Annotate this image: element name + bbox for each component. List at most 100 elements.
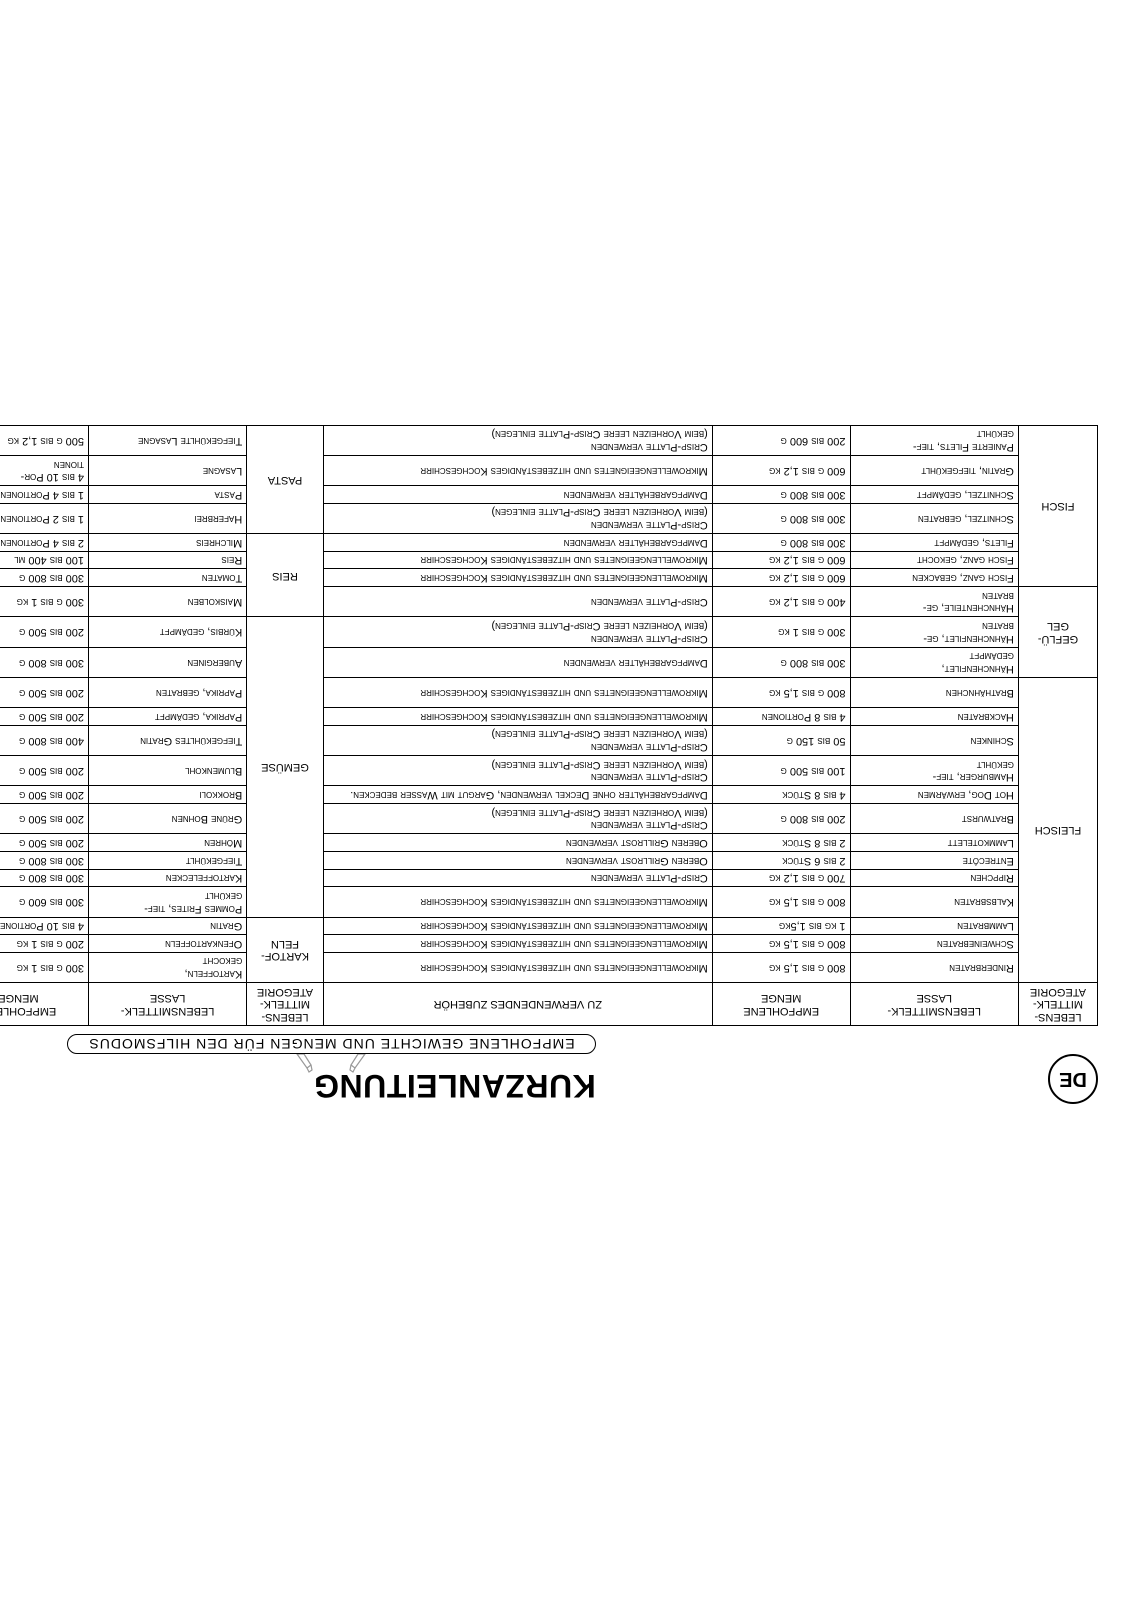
item-cell: Lammbraten xyxy=(850,917,1018,935)
data-row: Kalbsbraten800 g bis 1,5 kgMikrowellenge… xyxy=(0,887,1098,917)
acc-cell: Mikrowellengeeignetes und hitzebeständig… xyxy=(323,551,712,569)
qty-cell: 300 bis 800 g xyxy=(0,647,89,677)
qty-cell: 1 bis 2 Portionen xyxy=(0,503,89,533)
item-cell: Kürbis, gedämpft xyxy=(89,617,247,647)
item-cell: Rinderbraten xyxy=(850,952,1018,982)
qty-cell: 200 bis 500 g xyxy=(0,677,89,707)
subtitle-text: EMPFOHLENE GEWICHTE UND MENGEN FÜR DEN H… xyxy=(67,1034,595,1054)
qty-cell: 800 g bis 1,5 kg xyxy=(712,952,850,982)
item-cell: Grüne Bohnen xyxy=(89,804,247,834)
qty-cell: 500 g bis 1,2 kg xyxy=(0,425,89,455)
data-row: Hamburger, tief-gekühlt100 bis 500 gCris… xyxy=(0,756,1098,786)
acc-cell: Oberen Grillrost verwenden xyxy=(323,834,712,852)
item-cell: Rippchen xyxy=(850,869,1018,887)
data-row: Hackbraten4 bis 8 PortionenMikrowellenge… xyxy=(0,708,1098,726)
hdr-acc-l: ZU VERWENDENDES ZUBEHÖR xyxy=(323,983,712,1026)
item-cell: Gratin, tiefgekühlt xyxy=(850,455,1018,485)
acc-cell: Crisp-Platte verwenden xyxy=(323,587,712,617)
data-row: Hot Dog, erwärmen4 bis 8 StückDampfgarbe… xyxy=(0,786,1098,804)
item-cell: Hähnchenfilet, ge-braten xyxy=(850,617,1018,647)
qty-cell: 100 bis 400 ml xyxy=(0,551,89,569)
subtitle: EMPFOHLENE GEWICHTE UND MENGEN FÜR DEN H… xyxy=(0,1034,1098,1054)
item-cell: Ofenkartoffeln xyxy=(89,935,247,953)
item-cell: Lasagne xyxy=(89,455,247,485)
qty-cell: 300 bis 600 g xyxy=(0,887,89,917)
qty-cell: 800 g bis 1,5 kg xyxy=(712,935,850,953)
item-cell: Kalbsbraten xyxy=(850,887,1018,917)
acc-cell: Mikrowellengeeignetes und hitzebeständig… xyxy=(323,708,712,726)
item-cell: Schnitzel, gebraten xyxy=(850,503,1018,533)
qty-cell: 200 g bis 1 kg xyxy=(0,935,89,953)
acc-cell: Crisp-Platte verwenden(beim Vorheizen le… xyxy=(323,804,712,834)
qty-cell: 200 bis 800 g xyxy=(712,804,850,834)
qty-cell: 200 bis 500 g xyxy=(0,804,89,834)
item-cell: Pasta xyxy=(89,486,247,504)
acc-cell: Mikrowellengeeignetes und hitzebeständig… xyxy=(323,917,712,935)
qty-cell: 600 g bis 1,2 kg xyxy=(712,455,850,485)
data-row: Filets, gedämpft300 bis 800 gDampfgarbeh… xyxy=(0,534,1098,552)
acc-cell: Crisp-Platte verwenden(beim Vorheizen le… xyxy=(323,503,712,533)
qty-cell: 400 bis 800 g xyxy=(0,725,89,755)
qty-cell: 800 g bis 1,5 kg xyxy=(712,677,850,707)
qty-cell: 700 g bis 1,2 kg xyxy=(712,869,850,887)
data-row: Rippchen700 g bis 1,2 kgCrisp-Platte ver… xyxy=(0,869,1098,887)
qty-cell: 2 bis 8 Stück xyxy=(712,834,850,852)
qty-cell: 200 bis 500 g xyxy=(0,617,89,647)
item-cell: Brokkoli xyxy=(89,786,247,804)
item-cell: Schnitzel, gedämpft xyxy=(850,486,1018,504)
item-cell: Milchreis xyxy=(89,534,247,552)
qty-cell: 300 bis 800 g xyxy=(712,503,850,533)
acc-cell: Mikrowellengeeignetes und hitzebeständig… xyxy=(323,677,712,707)
qty-cell: 600 g bis 1,2 kg xyxy=(712,569,850,587)
data-row: Fisch ganz, gekocht600 g bis 1,2 kgMikro… xyxy=(0,551,1098,569)
data-row: Schnitzel, gedämpft300 bis 800 gDampfgar… xyxy=(0,486,1098,504)
acc-cell: Dampfgarbehälter verwenden xyxy=(323,486,712,504)
category-cell: REIS xyxy=(247,534,324,617)
data-row: Schweinebraten800 g bis 1,5 kgMikrowelle… xyxy=(0,935,1098,953)
qty-cell: 4 bis 8 Stück xyxy=(712,786,850,804)
acc-cell: Dampfgarbehälter verwenden xyxy=(323,647,712,677)
item-cell: Fisch ganz, gekocht xyxy=(850,551,1018,569)
data-row: Lammkotelett2 bis 8 StückOberen Grillros… xyxy=(0,834,1098,852)
hdr-qty-l: EMPFOHLENEMENGE xyxy=(712,983,850,1026)
data-row: Schinken50 bis 150 gCrisp-Platte verwend… xyxy=(0,725,1098,755)
data-row: Entrecôte2 bis 6 StückOberen Grillrost v… xyxy=(0,851,1098,869)
hdr-cat-l: LEBENS-MITTELK-ATEGORIE xyxy=(1018,983,1097,1026)
qty-cell: 300 bis 800 g xyxy=(0,569,89,587)
item-cell: Auberginen xyxy=(89,647,247,677)
language-badge: DE xyxy=(1048,1054,1098,1104)
data-row: FLEISCHRinderbraten800 g bis 1,5 kgMikro… xyxy=(0,952,1098,982)
qty-cell: 4 bis 10 Por-tionen xyxy=(0,455,89,485)
item-cell: Entrecôte xyxy=(850,851,1018,869)
item-cell: Haferbrei xyxy=(89,503,247,533)
item-cell: Blumenkohl xyxy=(89,756,247,786)
item-cell: Kartoffelecken xyxy=(89,869,247,887)
acc-cell: Mikrowellengeeignetes und hitzebeständig… xyxy=(323,935,712,953)
item-cell: Hamburger, tief-gekühlt xyxy=(850,756,1018,786)
qty-cell: 1 bis 4 Portionen xyxy=(0,486,89,504)
qty-cell: 300 bis 800 g xyxy=(712,486,850,504)
category-cell: FLEISCH xyxy=(1018,677,1097,982)
qty-cell: 300 bis 800 g xyxy=(0,869,89,887)
acc-cell: Mikrowellengeeignetes und hitzebeständig… xyxy=(323,952,712,982)
acc-cell: Mikrowellengeeignetes und hitzebeständig… xyxy=(323,569,712,587)
data-row: Schnitzel, gebraten300 bis 800 gCrisp-Pl… xyxy=(0,503,1098,533)
acc-cell: Mikrowellengeeignetes und hitzebeständig… xyxy=(323,455,712,485)
qty-cell: 4 bis 10 Portionen xyxy=(0,917,89,935)
item-cell: Bratwurst xyxy=(850,804,1018,834)
item-cell: Hackbraten xyxy=(850,708,1018,726)
data-row: Brathähnchen800 g bis 1,5 kgMikrowelleng… xyxy=(0,677,1098,707)
qty-cell: 300 bis 800 g xyxy=(0,851,89,869)
qty-cell: 200 bis 500 g xyxy=(0,756,89,786)
qty-cell: 400 g bis 1,2 kg xyxy=(712,587,850,617)
hdr-qty-r: EMPFOHLENEMENGE xyxy=(0,983,89,1026)
item-cell: Tomaten xyxy=(89,569,247,587)
acc-cell: Mikrowellengeeignetes und hitzebeständig… xyxy=(323,887,712,917)
qty-cell: 300 bis 800 g xyxy=(712,647,850,677)
data-row: Gratin, tiefgekühlt600 g bis 1,2 kgMikro… xyxy=(0,455,1098,485)
item-cell: Gratin xyxy=(89,917,247,935)
acc-cell: Crisp-Platte verwenden(beim Vorheizen le… xyxy=(323,425,712,455)
acc-cell: Dampfgarbehälter verwenden xyxy=(323,534,712,552)
qty-cell: 200 bis 600 g xyxy=(712,425,850,455)
item-cell: Schweinebraten xyxy=(850,935,1018,953)
